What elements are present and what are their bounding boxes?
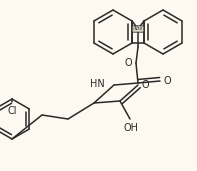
Text: O: O [163, 76, 171, 86]
Text: HN: HN [90, 79, 105, 89]
Text: O: O [141, 80, 149, 90]
Text: Abs: Abs [133, 27, 143, 31]
Text: O: O [124, 58, 132, 68]
Text: OH: OH [124, 123, 138, 133]
Text: Cl: Cl [7, 106, 17, 116]
